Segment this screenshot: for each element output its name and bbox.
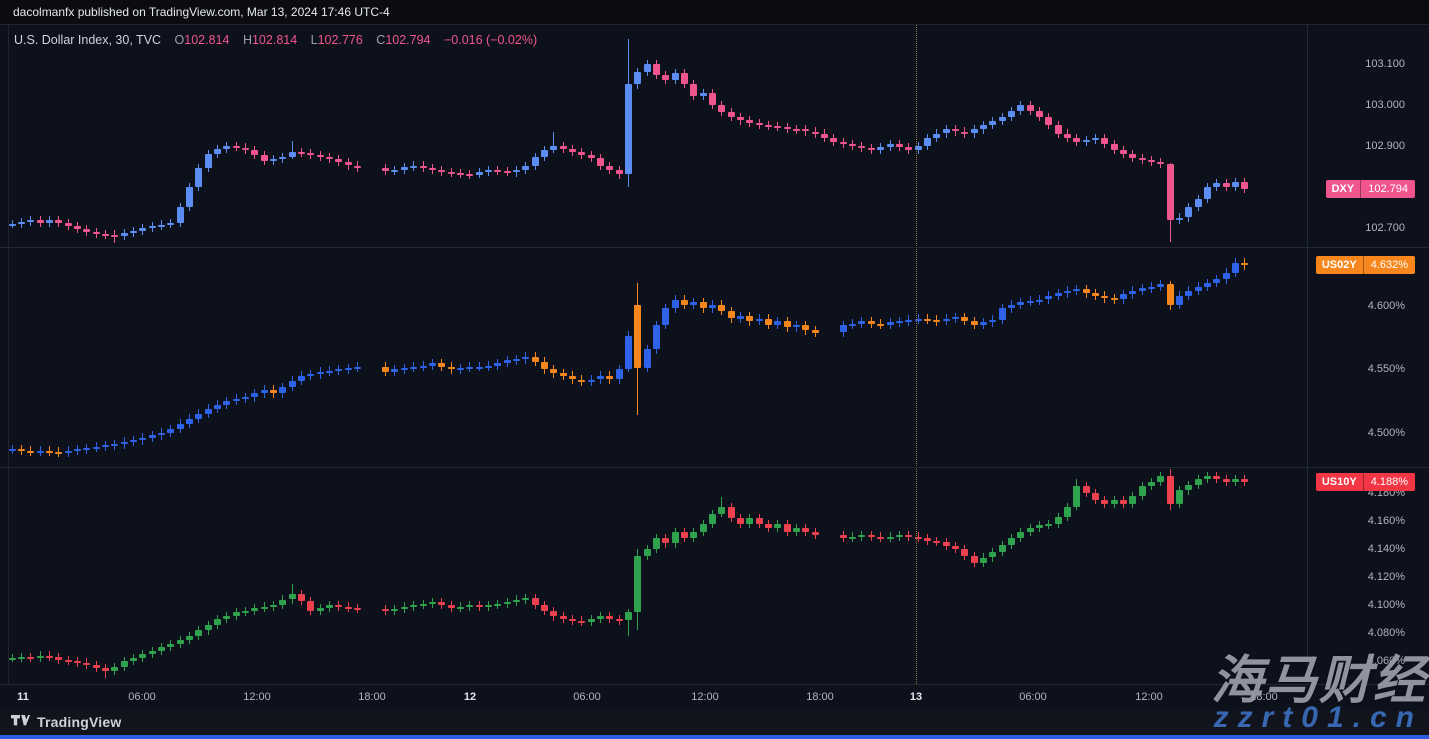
badge-symbol-label: DXY — [1331, 183, 1355, 196]
price-tick-label: 4.060% — [1367, 655, 1405, 668]
attribution-text: dacolmanfx published on TradingView.com,… — [13, 5, 390, 19]
price-tick-label: 102.900 — [1365, 139, 1405, 152]
symbol-legend[interactable]: U.S. Dollar Index, 30, TVC O102.814 H102… — [14, 33, 537, 47]
panel-separator-2[interactable] — [0, 467, 1429, 468]
legend-high-value: 102.814 — [251, 33, 298, 47]
panel-separator-1[interactable] — [0, 247, 1429, 248]
tradingview-brand-text: TradingView — [37, 714, 122, 730]
time-axis-label: 06:00 — [1019, 691, 1047, 703]
price-tick-label: 4.500% — [1367, 426, 1405, 439]
badge-last-price: 102.794 — [1360, 180, 1415, 199]
watermark-site-name: 海马财经 — [1210, 652, 1427, 710]
price-tick-label: 103.000 — [1365, 98, 1405, 111]
legend-close-label: C — [376, 33, 386, 47]
legend-close-value: 102.794 — [385, 33, 431, 47]
time-axis-day-label: 11 — [17, 691, 29, 703]
dxy-price-badge: DXY 102.794 — [1325, 180, 1415, 199]
time-axis-label: 12:00 — [691, 691, 719, 703]
price-tick-label: 4.140% — [1367, 543, 1405, 556]
chart-canvas[interactable] — [8, 25, 1307, 684]
badge-last-price: 4.632% — [1362, 256, 1415, 275]
price-tick-label: 4.160% — [1367, 515, 1405, 528]
badge-symbol-label: US10Y — [1321, 475, 1357, 488]
legend-low-value: 102.776 — [317, 33, 363, 47]
time-axis-label: 18:00 — [806, 691, 834, 703]
time-axis-label: 18:00 — [358, 691, 386, 703]
price-tick-label: 4.100% — [1367, 599, 1405, 612]
us02y-price-badge: US02Y 4.632% — [1315, 256, 1415, 275]
price-tick-label: 4.080% — [1367, 627, 1405, 640]
time-axis-day-label: 12 — [463, 691, 477, 703]
time-axis-label: 06:00 — [573, 691, 601, 703]
day-separator-line — [916, 25, 917, 684]
tradingview-logo-icon — [11, 714, 30, 725]
legend-open-label: O — [174, 33, 185, 47]
time-scale[interactable]: 11 06:00 12:00 18:00 12 06:00 12:00 18:00 13 06:0… — [0, 684, 1429, 710]
badge-last-price: 4.188% — [1362, 472, 1415, 491]
price-tick-label: 4.550% — [1367, 363, 1405, 376]
legend-low-label: L — [310, 33, 318, 47]
tradingview-logo-link[interactable]: TradingView — [11, 714, 121, 730]
footer-bar: TradingView — [0, 710, 1429, 735]
legend-symbol-title: U.S. Dollar Index, 30, TVC — [14, 33, 162, 47]
price-tick-label: 4.600% — [1367, 299, 1405, 312]
legend-change-value: −0.016 (−0.02%) — [443, 33, 538, 47]
bottom-accent-bar — [0, 735, 1429, 739]
time-axis-day-label: 13 — [909, 691, 923, 703]
us10y-price-badge: US10Y 4.188% — [1315, 472, 1415, 491]
time-axis-label: 18:00 — [1250, 691, 1278, 703]
legend-open-value: 102.814 — [184, 33, 230, 47]
time-axis-label: 12:00 — [243, 691, 271, 703]
price-tick-label: 4.120% — [1367, 571, 1405, 584]
watermark-site-url: zzrt01.cn — [1213, 701, 1423, 734]
attribution-bar: dacolmanfx published on TradingView.com,… — [0, 0, 1429, 25]
time-axis-label: 06:00 — [128, 691, 156, 703]
time-axis-label: 12:00 — [1135, 691, 1163, 703]
badge-symbol-label: US02Y — [1321, 259, 1357, 272]
price-scale[interactable]: 103.100 103.000 102.900 102.700 DXY 102.794 4.… — [1307, 25, 1429, 684]
legend-high-label: H — [242, 33, 252, 47]
price-tick-label: 102.700 — [1365, 221, 1405, 234]
price-tick-label: 103.100 — [1365, 57, 1405, 70]
